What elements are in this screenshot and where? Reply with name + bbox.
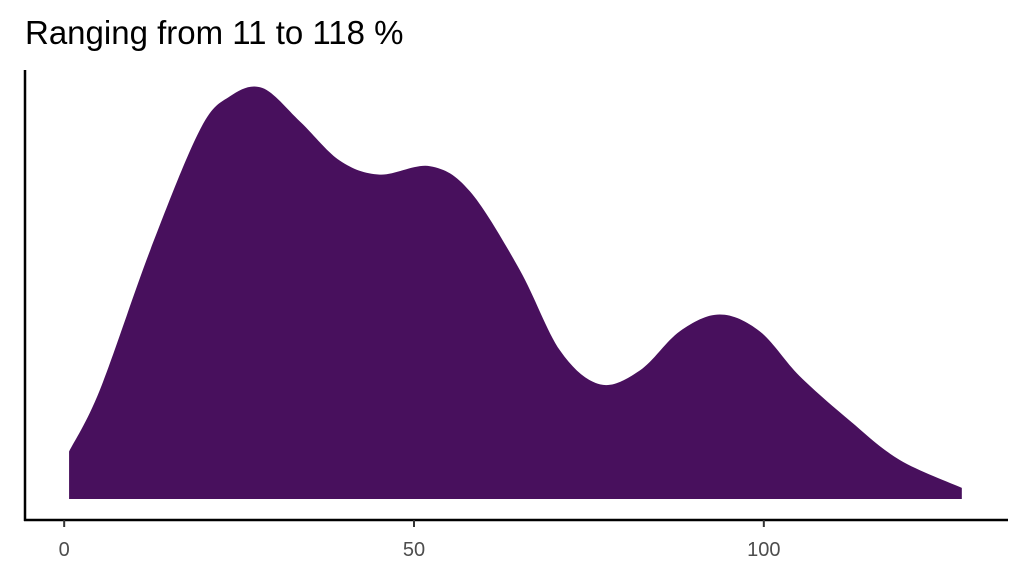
x-tick-label: 0 [59,539,70,561]
x-axis-ticks: 0 50 100 [59,520,781,561]
x-tick-label: 100 [747,539,780,561]
density-area [69,86,962,500]
x-tick-label: 50 [403,539,425,561]
chart-title: Ranging from 11 to 118 % [25,14,404,51]
